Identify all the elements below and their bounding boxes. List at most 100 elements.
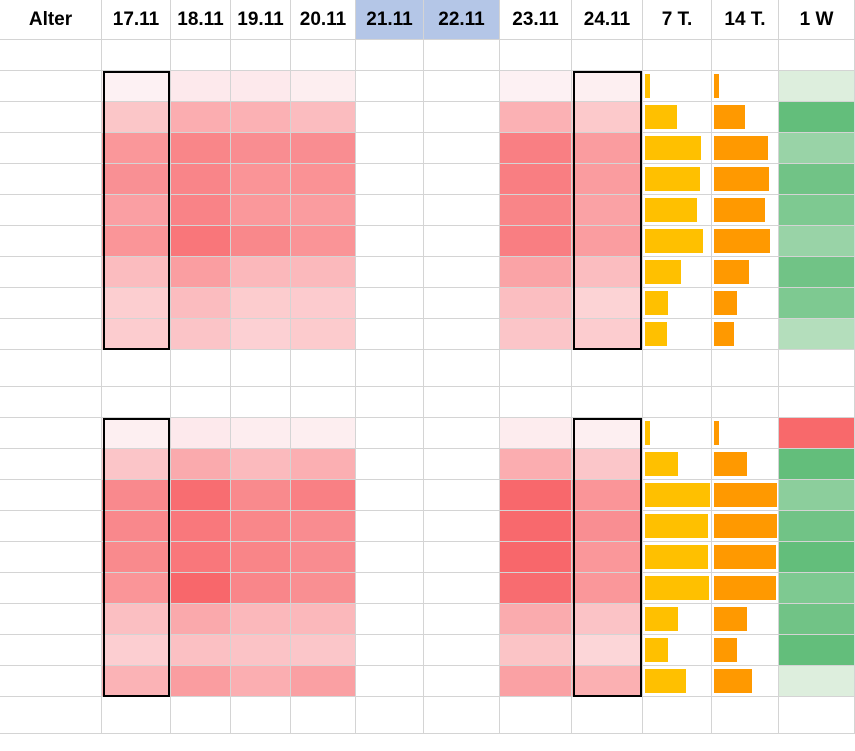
value-cell: [171, 133, 231, 164]
sum-14-day: [712, 480, 779, 511]
value-cell: [102, 449, 171, 480]
value-cell: [231, 319, 291, 350]
value-cell: [500, 604, 572, 635]
value-cell: [572, 418, 643, 449]
section-empty-1-2: [171, 387, 231, 418]
total-value: [572, 350, 643, 387]
value-cell: [291, 164, 356, 195]
sum-14-day: [712, 226, 779, 257]
sum-7-day: [643, 288, 712, 319]
value-cell: [102, 195, 171, 226]
section-empty-0-9: [643, 40, 712, 71]
value-cell: [171, 102, 231, 133]
value-cell: [572, 511, 643, 542]
sum-14-day: [712, 71, 779, 102]
section-empty-0-7: [500, 40, 572, 71]
total-value: [572, 697, 643, 734]
value-cell: [231, 480, 291, 511]
value-cell: [231, 226, 291, 257]
value-cell: [231, 573, 291, 604]
section-empty-1-5: [356, 387, 424, 418]
value-cell: [102, 133, 171, 164]
value-cell: [231, 288, 291, 319]
age-label: [0, 666, 102, 697]
sum-7-day: [643, 418, 712, 449]
section-empty-1-3: [231, 387, 291, 418]
value-cell: [102, 511, 171, 542]
age-label: [0, 449, 102, 480]
section-title-0: [0, 40, 102, 71]
weekly-change: [779, 288, 855, 319]
value-cell: [500, 449, 572, 480]
sum-14-day-bar: [714, 669, 753, 693]
header-8-text: 24.11: [583, 8, 631, 30]
total-14-day: [712, 350, 779, 387]
value-cell: [291, 604, 356, 635]
value-cell: [171, 604, 231, 635]
value-cell: [424, 71, 500, 102]
total-value: [500, 697, 572, 734]
sum-14-day-bar: [714, 136, 768, 160]
header-8: 24.11: [572, 0, 643, 40]
value-cell: [572, 635, 643, 666]
sum-14-day: [712, 604, 779, 635]
section-empty-1-9: [643, 387, 712, 418]
value-cell: [500, 164, 572, 195]
section-empty-0-5: [356, 40, 424, 71]
value-cell: [572, 666, 643, 697]
total-value: [102, 697, 171, 734]
age-label: [0, 573, 102, 604]
total-value: [356, 697, 424, 734]
value-cell: [572, 542, 643, 573]
value-cell: [171, 542, 231, 573]
value-cell: [102, 164, 171, 195]
value-cell: [291, 257, 356, 288]
value-cell: [572, 71, 643, 102]
value-cell: [424, 418, 500, 449]
weekly-change: [779, 195, 855, 226]
value-cell: [356, 102, 424, 133]
value-cell: [231, 542, 291, 573]
sum-7-day: [643, 480, 712, 511]
value-cell: [500, 195, 572, 226]
value-cell: [102, 635, 171, 666]
value-cell: [291, 449, 356, 480]
sum-7-day-bar: [645, 322, 667, 346]
age-label: [0, 195, 102, 226]
value-cell: [171, 666, 231, 697]
sum-7-day: [643, 195, 712, 226]
sum-7-day-bar: [645, 291, 669, 315]
sum-14-day: [712, 511, 779, 542]
value-cell: [424, 573, 500, 604]
value-cell: [500, 102, 572, 133]
value-cell: [356, 635, 424, 666]
section-empty-1-8: [572, 387, 643, 418]
value-cell: [572, 226, 643, 257]
value-cell: [424, 164, 500, 195]
value-cell: [291, 635, 356, 666]
total-value: [424, 697, 500, 734]
header-11-text: 1 W: [799, 8, 834, 30]
header-4-text: 20.11: [299, 8, 347, 30]
section-empty-1-4: [291, 387, 356, 418]
sum-7-day-bar: [645, 576, 709, 600]
sum-7-day-bar: [645, 198, 698, 222]
sum-14-day-bar: [714, 576, 776, 600]
sum-14-day-bar: [714, 291, 737, 315]
value-cell: [356, 133, 424, 164]
header-1: 17.11: [102, 0, 171, 40]
value-cell: [572, 573, 643, 604]
value-cell: [424, 604, 500, 635]
sum-14-day-bar: [714, 105, 746, 129]
section-empty-1-1: [102, 387, 171, 418]
value-cell: [424, 666, 500, 697]
sum-14-day-bar: [714, 452, 747, 476]
value-cell: [102, 666, 171, 697]
weekly-change: [779, 257, 855, 288]
total-7-day: [643, 697, 712, 734]
age-label: [0, 635, 102, 666]
sum-14-day-bar: [714, 198, 765, 222]
value-cell: [291, 102, 356, 133]
weekly-change: [779, 71, 855, 102]
value-cell: [356, 418, 424, 449]
